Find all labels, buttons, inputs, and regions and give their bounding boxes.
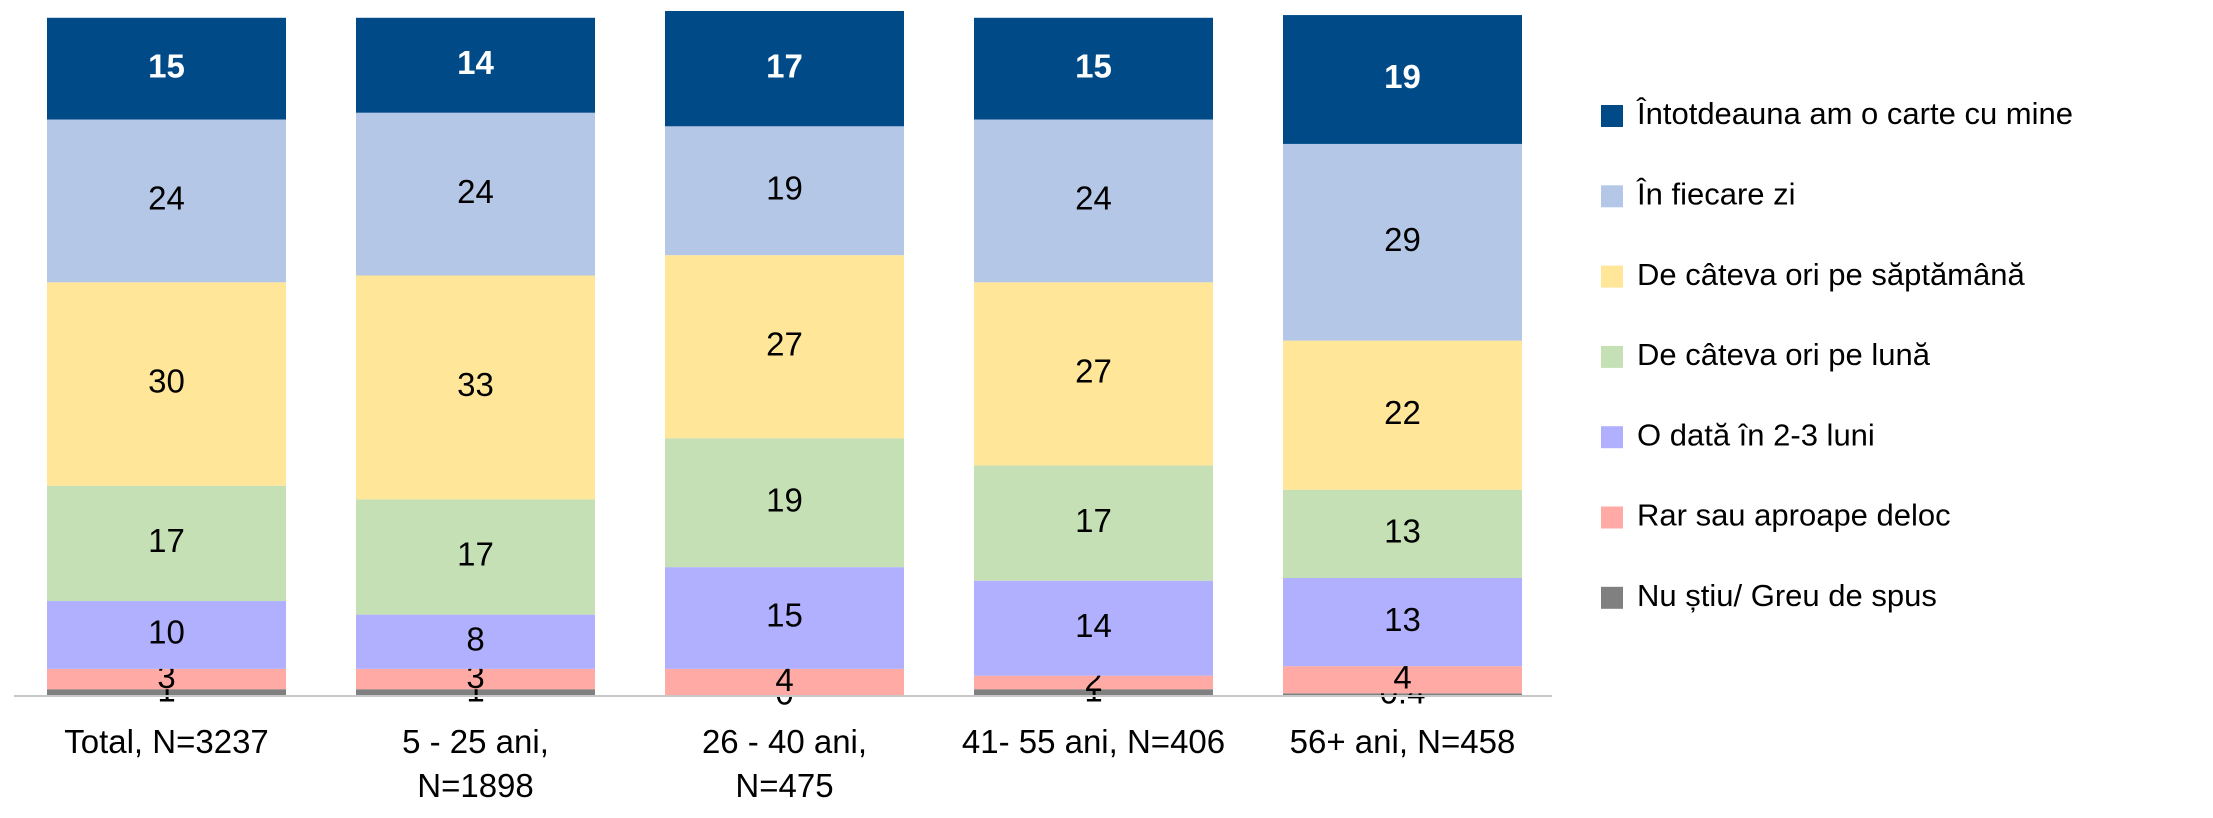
- data-label: 4: [775, 661, 793, 698]
- data-label: 15: [766, 597, 803, 634]
- data-label: 30: [148, 363, 185, 400]
- legend-label: Întotdeauna am o carte cu mine: [1636, 96, 2073, 131]
- bar-segment: [665, 438, 904, 568]
- data-label: 17: [766, 47, 803, 84]
- bar-segment: [974, 675, 1213, 690]
- legend-swatch: [1601, 265, 1623, 288]
- data-label: 27: [1075, 353, 1112, 390]
- legend-swatch: [1601, 426, 1623, 449]
- bar-segment: [356, 614, 595, 669]
- bar-segment: [47, 119, 286, 283]
- x-tick-label: 41- 55 ani, N=406: [961, 723, 1226, 760]
- data-label: 10: [148, 614, 185, 651]
- bar-segment: [1283, 15, 1522, 144]
- bar-segment: [974, 282, 1213, 466]
- data-label: 27: [766, 325, 803, 362]
- bar-segment: [974, 119, 1213, 283]
- data-label: 24: [148, 180, 185, 217]
- bar-segment: [356, 499, 595, 615]
- data-label: 24: [1075, 180, 1112, 217]
- legend-swatch: [1601, 345, 1623, 368]
- data-label: 19: [766, 169, 803, 206]
- legend-swatch: [1601, 185, 1623, 208]
- bar-segment: [47, 485, 286, 602]
- bar-segment: [47, 17, 286, 120]
- legend-swatch: [1601, 586, 1623, 609]
- legend-label: De câteva ori pe lună: [1637, 337, 1931, 372]
- bar-segment: [47, 668, 286, 690]
- bar-segment: [974, 465, 1213, 581]
- data-label: 14: [1075, 607, 1112, 644]
- bar-segment: [1283, 666, 1522, 694]
- bar-segment: [356, 275, 595, 500]
- bar-segment: [47, 689, 286, 696]
- bar-segment: [1283, 340, 1522, 490]
- legend-swatch: [1601, 105, 1623, 127]
- data-label: 15: [148, 47, 185, 84]
- data-label: 22: [1384, 394, 1421, 431]
- bar-segment: [665, 567, 904, 669]
- bar-segment: [356, 668, 595, 690]
- legend-label: Rar sau aproape deloc: [1637, 498, 1951, 533]
- legend-label: O dată în 2-3 luni: [1637, 417, 1875, 452]
- data-label: 19: [1384, 58, 1421, 95]
- data-label: 33: [457, 366, 494, 403]
- bar-segment: [356, 17, 595, 113]
- bar-segment: [665, 255, 904, 439]
- bar-segment: [356, 112, 595, 276]
- data-label: 17: [457, 536, 494, 573]
- data-label: 15: [1075, 47, 1112, 84]
- bar-segment: [1283, 577, 1522, 667]
- bar-segment: [974, 580, 1213, 676]
- legend-label: În fiecare zi: [1636, 176, 1796, 211]
- data-label: 29: [1384, 221, 1421, 258]
- legend-label: De câteva ori pe săptămână: [1637, 257, 2025, 292]
- legend-swatch: [1601, 506, 1623, 529]
- bar-segment: [974, 17, 1213, 120]
- data-label: 19: [766, 481, 803, 518]
- bar-segment: [47, 601, 286, 669]
- x-tick-label: 26 - 40 ani, N=475: [701, 723, 868, 804]
- data-label: 14: [457, 44, 494, 81]
- data-label: 4: [1393, 658, 1411, 695]
- bar-segment: [47, 282, 286, 486]
- legend-label: Nu știu/ Greu de spus: [1637, 578, 1937, 613]
- bar-segment: [974, 689, 1213, 696]
- data-label: 8: [466, 620, 484, 657]
- bar-segment: [665, 126, 904, 256]
- data-label: 17: [148, 522, 185, 559]
- bar-segment: [356, 689, 595, 696]
- bar-segment: [1283, 143, 1522, 341]
- data-label: 24: [457, 173, 494, 210]
- bar-segment: [1283, 693, 1522, 696]
- bar-segment: [1283, 489, 1522, 578]
- x-tick-label: 56+ ani, N=458: [1289, 723, 1516, 760]
- data-label: 13: [1384, 513, 1421, 550]
- data-label: 13: [1384, 601, 1421, 638]
- bar-segment: [665, 668, 904, 696]
- x-tick-label: 5 - 25 ani, N=1898: [402, 723, 549, 804]
- bar-segment: [665, 11, 904, 127]
- x-tick-label: Total, N=3237: [64, 723, 269, 760]
- data-label: 17: [1075, 502, 1112, 539]
